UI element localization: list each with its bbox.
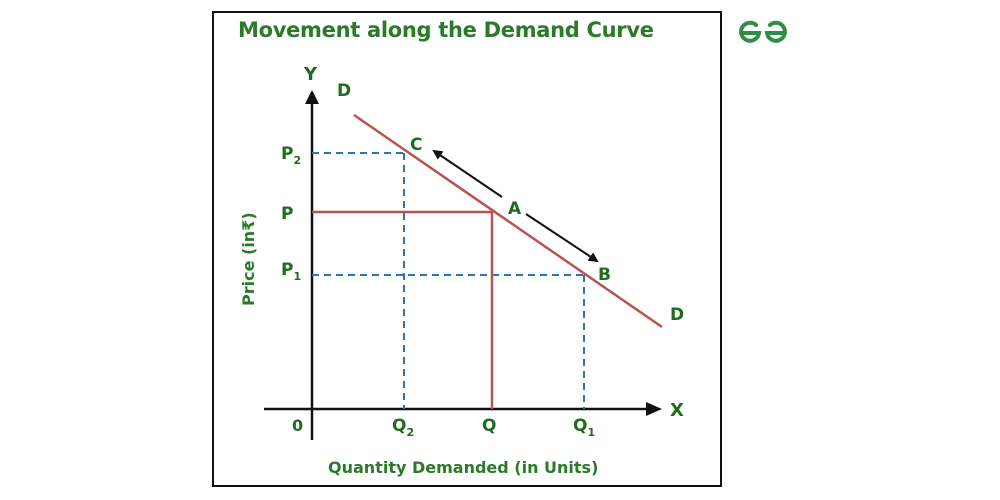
price-p2-label: P2 — [281, 144, 301, 167]
diagram-title: Movement along the Demand Curve — [238, 18, 654, 42]
curve-end-label: D — [670, 305, 684, 325]
demand-curve — [353, 113, 663, 329]
arrow-a-to-c — [432, 149, 503, 198]
curve-start-label: D — [337, 81, 351, 101]
price-p-label: P — [281, 204, 293, 224]
y-axis-label: Y — [303, 64, 318, 85]
y-axis-title: Price (in₹) — [239, 212, 258, 306]
point-b-label: B — [598, 265, 611, 285]
point-c-label: C — [410, 135, 422, 155]
qty-q-label: Q — [482, 416, 496, 436]
y-axis-arrowhead — [305, 90, 319, 104]
x-axis-label: X — [670, 400, 684, 421]
x-axis-arrowhead — [646, 402, 662, 416]
x-axis-title: Quantity Demanded (in Units) — [328, 458, 598, 477]
qty-q2-label: Q2 — [392, 416, 414, 439]
origin-label: 0 — [292, 416, 303, 435]
geeksforgeeks-logo-icon — [739, 20, 787, 43]
arrow-a-to-b — [525, 213, 599, 263]
price-p1-label: P1 — [281, 260, 301, 283]
qty-q1-label: Q1 — [573, 416, 595, 439]
point-a-label: A — [508, 199, 522, 219]
diagram-frame — [212, 11, 722, 487]
